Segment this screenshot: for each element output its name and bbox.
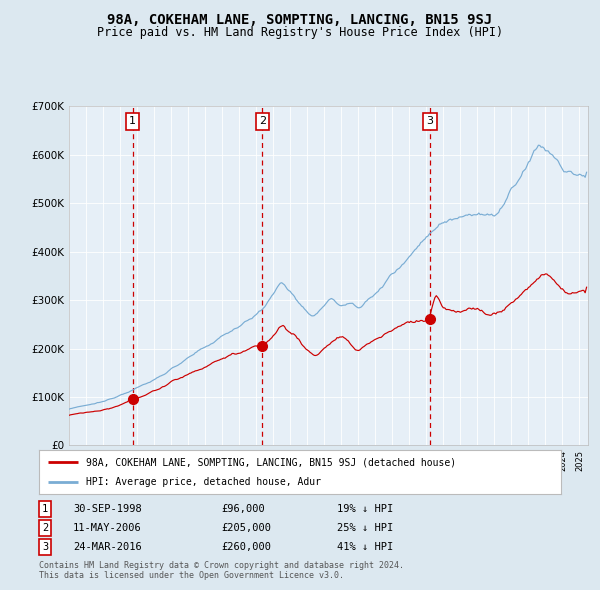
Text: This data is licensed under the Open Government Licence v3.0.: This data is licensed under the Open Gov… <box>39 571 344 580</box>
Text: 41% ↓ HPI: 41% ↓ HPI <box>337 542 393 552</box>
Text: 2: 2 <box>42 523 49 533</box>
Text: 30-SEP-1998: 30-SEP-1998 <box>73 504 142 514</box>
Text: HPI: Average price, detached house, Adur: HPI: Average price, detached house, Adur <box>86 477 321 487</box>
Text: 11-MAY-2006: 11-MAY-2006 <box>73 523 142 533</box>
Text: £205,000: £205,000 <box>222 523 272 533</box>
Text: 3: 3 <box>427 116 434 126</box>
Text: Price paid vs. HM Land Registry's House Price Index (HPI): Price paid vs. HM Land Registry's House … <box>97 26 503 39</box>
Text: Contains HM Land Registry data © Crown copyright and database right 2024.: Contains HM Land Registry data © Crown c… <box>39 560 404 569</box>
Text: 24-MAR-2016: 24-MAR-2016 <box>73 542 142 552</box>
Text: 2: 2 <box>259 116 266 126</box>
Text: 98A, COKEHAM LANE, SOMPTING, LANCING, BN15 9SJ: 98A, COKEHAM LANE, SOMPTING, LANCING, BN… <box>107 13 493 27</box>
Text: £96,000: £96,000 <box>222 504 265 514</box>
Text: £260,000: £260,000 <box>222 542 272 552</box>
Text: 1: 1 <box>130 116 136 126</box>
Text: 25% ↓ HPI: 25% ↓ HPI <box>337 523 393 533</box>
Text: 98A, COKEHAM LANE, SOMPTING, LANCING, BN15 9SJ (detached house): 98A, COKEHAM LANE, SOMPTING, LANCING, BN… <box>86 457 456 467</box>
Text: 1: 1 <box>42 504 49 514</box>
Text: 19% ↓ HPI: 19% ↓ HPI <box>337 504 393 514</box>
Text: 3: 3 <box>42 542 49 552</box>
